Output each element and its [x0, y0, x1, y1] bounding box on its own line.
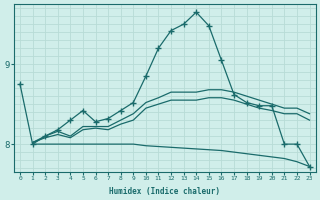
X-axis label: Humidex (Indice chaleur): Humidex (Indice chaleur) — [109, 187, 220, 196]
